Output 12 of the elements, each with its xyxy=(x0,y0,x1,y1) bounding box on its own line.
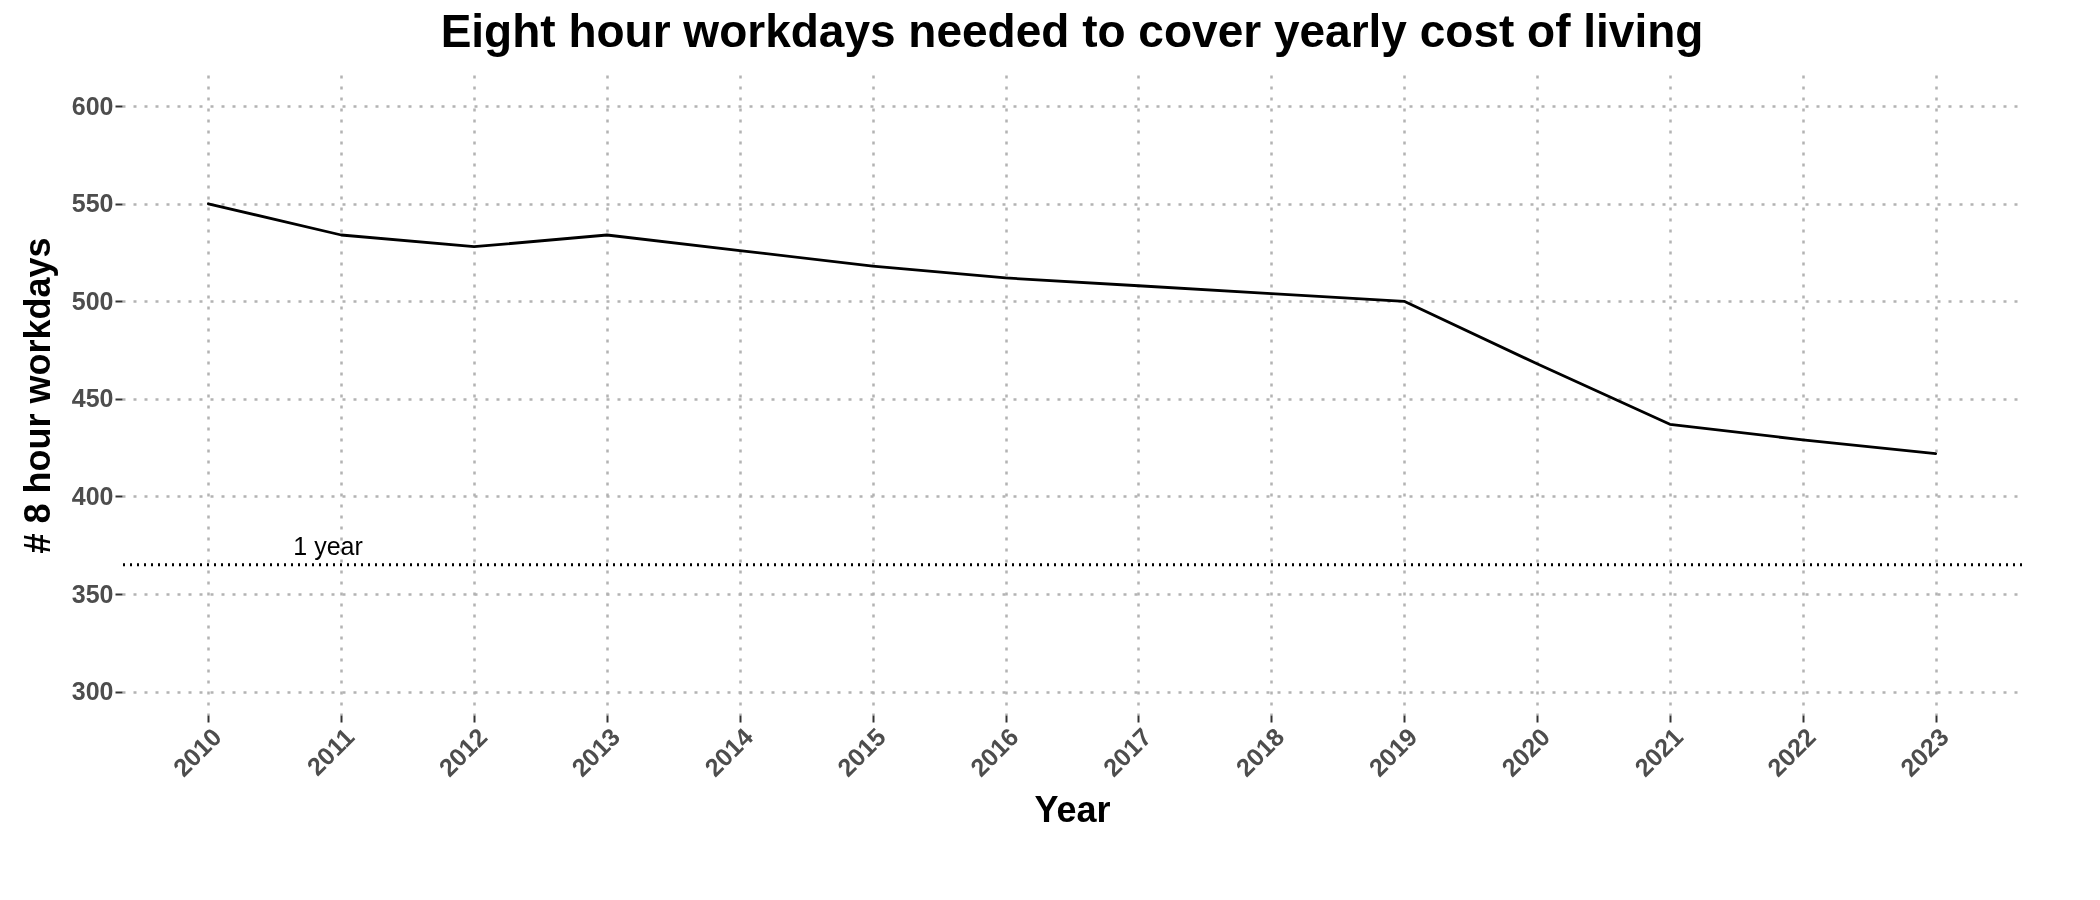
y-tick-label: 500 xyxy=(71,286,114,315)
y-tick-label: 400 xyxy=(71,481,114,510)
y-tick-label: 600 xyxy=(71,91,114,120)
chart-title: Eight hour workdays needed to cover yearly cost of living xyxy=(440,5,1704,57)
ref-line-label: 1 year xyxy=(293,531,363,560)
x-axis-title: Year xyxy=(1034,788,1111,830)
y-tick-label: 300 xyxy=(71,677,114,706)
y-tick-label: 550 xyxy=(71,189,114,218)
y-axis-title: # 8 hour workdays xyxy=(16,237,58,554)
y-tick-label: 350 xyxy=(71,579,114,608)
line-series xyxy=(206,202,1938,455)
y-tick-label: 450 xyxy=(71,384,114,413)
